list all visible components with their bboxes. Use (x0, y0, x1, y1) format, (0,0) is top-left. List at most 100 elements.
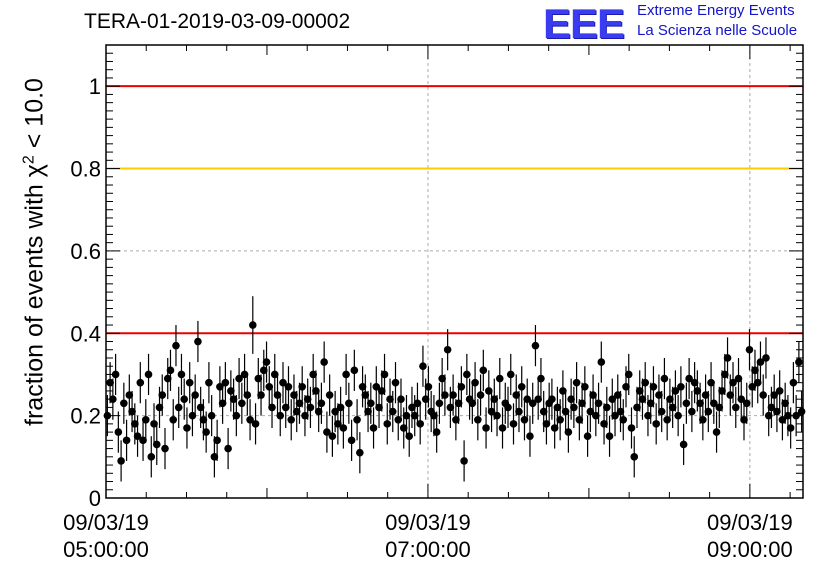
data-point (205, 378, 213, 387)
data-point (347, 436, 356, 445)
data-point (753, 378, 762, 387)
data-point (701, 391, 710, 399)
data-point (624, 370, 633, 379)
data-point (526, 432, 534, 441)
data-point (279, 378, 287, 387)
data-point (539, 407, 548, 416)
data-point (188, 411, 197, 420)
data-point (696, 399, 704, 408)
data-point (227, 387, 235, 395)
data-point (413, 399, 422, 408)
data-point (641, 378, 650, 387)
data-point (528, 399, 537, 408)
data-point (556, 415, 564, 424)
x-tick-time-label: 09:00:00 (707, 537, 793, 562)
data-point (435, 399, 444, 408)
data-point (613, 391, 622, 399)
data-point (309, 370, 317, 379)
data-point (386, 395, 394, 403)
y-tick-label: 0.4 (70, 321, 101, 346)
data-point (512, 391, 521, 399)
data-point (262, 358, 271, 366)
data-point (762, 354, 770, 362)
data-point (284, 383, 293, 391)
data-point (306, 403, 315, 412)
data-point (202, 428, 210, 436)
data-point (726, 391, 735, 399)
data-point (224, 444, 232, 453)
data-point (781, 399, 789, 408)
data-point (317, 399, 326, 408)
data-point (476, 391, 485, 399)
data-point (232, 411, 241, 420)
y-axis-label-suffix: < 10.0 (20, 78, 49, 156)
data-point (238, 399, 246, 408)
data-point (690, 378, 699, 387)
data-point (328, 432, 337, 441)
data-point (388, 407, 397, 416)
data-point (589, 391, 597, 399)
data-point (457, 383, 466, 391)
data-point (622, 383, 630, 391)
data-point (572, 378, 581, 387)
data-point (240, 370, 249, 379)
data-point (583, 432, 592, 441)
data-point (550, 424, 559, 432)
data-point (180, 395, 189, 403)
data-point (199, 415, 208, 424)
data-point (751, 366, 759, 375)
data-point (688, 407, 696, 416)
data-point (759, 391, 768, 399)
data-point (685, 374, 693, 383)
data-point (345, 399, 353, 408)
data-point (254, 374, 263, 383)
data-point (674, 411, 682, 420)
data-point (419, 362, 427, 371)
data-point (397, 395, 405, 403)
eee-logo: EEE Extreme Energy Events La Scienza nel… (543, 0, 833, 47)
data-point (616, 407, 625, 416)
data-point (564, 428, 573, 436)
data-point (611, 411, 619, 420)
x-tick-time-label: 05:00:00 (63, 537, 149, 562)
data-point (731, 403, 740, 412)
data-point (737, 395, 746, 403)
data-point (303, 395, 312, 403)
data-point (660, 374, 669, 383)
data-point (454, 399, 463, 408)
data-point (292, 407, 301, 416)
data-point (515, 407, 523, 416)
data-point (608, 395, 617, 403)
data-point (784, 411, 792, 420)
data-point (561, 407, 570, 416)
data-point (298, 383, 307, 391)
data-point (144, 370, 153, 379)
x-tick-date-label: 09/03/19 (707, 510, 793, 535)
data-point (773, 407, 781, 416)
data-point (666, 395, 674, 403)
data-point (377, 387, 386, 395)
y-axis-label-prefix: fraction of events with (20, 177, 49, 426)
data-point (394, 415, 403, 424)
data-point (677, 383, 685, 391)
data-point (375, 403, 383, 412)
data-point (249, 321, 257, 329)
data-point (594, 399, 603, 408)
data-point (575, 415, 584, 424)
data-point (139, 436, 147, 445)
data-point (432, 428, 441, 436)
data-point (257, 391, 265, 399)
data-point (485, 387, 493, 395)
y-tick-label: 0.6 (70, 239, 101, 264)
data-point (655, 391, 663, 399)
data-point (778, 415, 787, 424)
data-point (358, 383, 367, 391)
data-point (718, 387, 726, 395)
y-tick-label: 0.2 (70, 404, 101, 429)
data-point (509, 420, 518, 428)
data-point (174, 403, 183, 412)
data-point (531, 341, 540, 350)
data-point (756, 358, 765, 366)
data-point (740, 415, 748, 424)
